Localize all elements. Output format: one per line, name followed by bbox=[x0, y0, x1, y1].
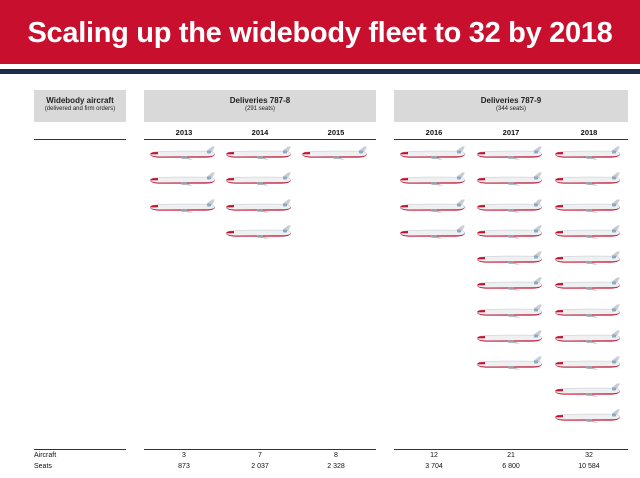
group-subtitle-787-8: (291 seats) bbox=[244, 106, 275, 112]
airplane-icon bbox=[399, 199, 469, 215]
airplane-icon bbox=[399, 225, 469, 241]
seats-2018: 10 584 bbox=[578, 463, 600, 470]
airplane-icon bbox=[476, 330, 546, 346]
footer-rule-787-8 bbox=[144, 449, 376, 450]
group-header-787-8: Deliveries 787-8 (291 seats) bbox=[144, 90, 376, 122]
airplane-icon bbox=[225, 225, 295, 241]
airplane-icon bbox=[554, 225, 624, 241]
airplane-icon bbox=[149, 172, 219, 188]
column-2015 bbox=[298, 146, 374, 172]
airplane-icon bbox=[476, 251, 546, 267]
widebody-header-title: Widebody aircraft bbox=[46, 96, 114, 105]
header-rule-787-8 bbox=[144, 139, 376, 140]
airplane-icon bbox=[301, 146, 371, 162]
airplane-icon bbox=[476, 277, 546, 293]
group-title-787-8: Deliveries 787-8 bbox=[229, 96, 291, 105]
airplane-icon bbox=[554, 356, 624, 372]
airplane-icon bbox=[554, 172, 624, 188]
airplane-icon bbox=[476, 172, 546, 188]
airplane-icon bbox=[225, 199, 295, 215]
year-2013: 2013 bbox=[175, 128, 193, 137]
aircraft-2018: 32 bbox=[585, 452, 593, 459]
airplane-icon bbox=[476, 146, 546, 162]
seats-2017: 6 800 bbox=[502, 463, 520, 470]
group-header-787-9: Deliveries 787-9 (344 seats) bbox=[394, 90, 628, 122]
title-banner bbox=[0, 0, 640, 64]
year-2014: 2014 bbox=[251, 128, 269, 137]
column-2013 bbox=[146, 146, 222, 225]
year-2018: 2018 bbox=[580, 128, 598, 137]
airplane-icon bbox=[476, 225, 546, 241]
airplane-icon bbox=[399, 146, 469, 162]
airplane-icon bbox=[399, 172, 469, 188]
airplane-icon bbox=[554, 277, 624, 293]
airplane-icon bbox=[476, 304, 546, 320]
seats-2013: 873 bbox=[178, 463, 190, 470]
airplane-icon bbox=[554, 146, 624, 162]
row-label-seats: Seats bbox=[34, 463, 52, 470]
airplane-icon bbox=[554, 304, 624, 320]
group-title-787-9: Deliveries 787-9 bbox=[480, 96, 542, 105]
airplane-icon bbox=[476, 199, 546, 215]
airplane-icon bbox=[225, 172, 295, 188]
widebody-header: Widebody aircraft (delivered and firm or… bbox=[34, 90, 126, 122]
column-2016 bbox=[396, 146, 472, 251]
column-2017 bbox=[473, 146, 549, 383]
header-rule-left bbox=[34, 139, 126, 140]
year-2017: 2017 bbox=[502, 128, 520, 137]
header-rule-787-9 bbox=[394, 139, 628, 140]
widebody-header-subtitle: (delivered and firm orders) bbox=[44, 106, 116, 112]
airplane-icon bbox=[225, 146, 295, 162]
aircraft-2014: 7 bbox=[258, 452, 262, 459]
row-label-aircraft: Aircraft bbox=[34, 452, 57, 459]
footer-rule-787-9 bbox=[394, 449, 628, 450]
column-2014 bbox=[222, 146, 298, 251]
seats-2014: 2 037 bbox=[251, 463, 269, 470]
seats-2016: 3 704 bbox=[425, 463, 443, 470]
banner-stripe-white bbox=[0, 64, 640, 69]
slide-title: Scaling up the widebody fleet to 32 by 2… bbox=[27, 17, 613, 49]
year-2015: 2015 bbox=[327, 128, 345, 137]
aircraft-2016: 12 bbox=[430, 452, 438, 459]
banner-stripe-navy bbox=[0, 69, 640, 74]
airplane-icon bbox=[554, 251, 624, 267]
seats-2015: 2 328 bbox=[327, 463, 345, 470]
aircraft-2015: 8 bbox=[334, 452, 338, 459]
group-subtitle-787-9: (344 seats) bbox=[495, 106, 526, 112]
footer-rule-left bbox=[34, 449, 126, 450]
aircraft-2013: 3 bbox=[182, 452, 186, 459]
airplane-icon bbox=[149, 146, 219, 162]
column-2018 bbox=[551, 146, 627, 435]
year-2016: 2016 bbox=[425, 128, 443, 137]
aircraft-2017: 21 bbox=[507, 452, 515, 459]
airplane-icon bbox=[554, 383, 624, 399]
airplane-icon bbox=[554, 409, 624, 425]
airplane-icon bbox=[149, 199, 219, 215]
airplane-icon bbox=[476, 356, 546, 372]
airplane-icon bbox=[554, 330, 624, 346]
airplane-icon bbox=[554, 199, 624, 215]
